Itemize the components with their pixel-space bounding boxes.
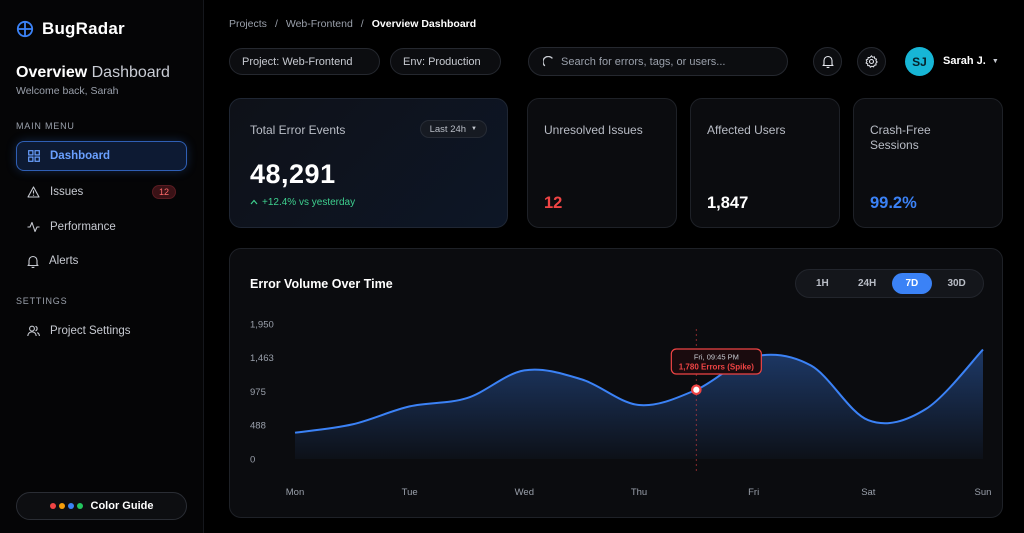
- range-button-30d[interactable]: 30D: [947, 278, 966, 289]
- sidebar-item-performance[interactable]: Performance: [16, 212, 187, 242]
- users-icon: [27, 325, 40, 337]
- annotation-label: 1,780 Errors (Spike): [679, 363, 754, 372]
- annotation-tooltip: [670, 348, 762, 375]
- annotation-time: Fri, 09:45 PM: [694, 353, 739, 362]
- greeting-title-bold: Overview: [16, 64, 88, 81]
- error-volume-panel: Error Volume Over Time 1H 24H 7D 30D 0 488 97…: [229, 248, 1003, 518]
- card-title: Total Error Events: [250, 123, 346, 137]
- bell-icon: [27, 255, 39, 268]
- search-spinner-icon: [543, 56, 553, 67]
- affected-users-card: Affected Users 1,847: [690, 98, 840, 228]
- breadcrumb-separator: /: [274, 18, 278, 30]
- series-area: [295, 349, 983, 459]
- color-guide-label: Color Guide: [90, 500, 154, 512]
- greeting: Overview Dashboard Welcome back, Sarah: [16, 64, 170, 97]
- x-tick-label: Fri: [748, 487, 759, 498]
- breadcrumb-current: Overview Dashboard: [371, 18, 477, 30]
- x-tick-label: Mon: [286, 487, 304, 498]
- y-tick-label: 0: [250, 455, 255, 466]
- x-tick-label: Sat: [861, 487, 876, 498]
- project-filter[interactable]: Project: Web-Frontend: [229, 48, 380, 75]
- color-dot: [76, 503, 83, 509]
- brand[interactable]: BugRadar: [16, 19, 125, 39]
- color-dot: [67, 503, 74, 509]
- breadcrumb: Projects / Web-Frontend / Overview Dashb…: [229, 18, 476, 30]
- total-errors-value: 48,291: [250, 159, 336, 189]
- sidebar-item-label: Alerts: [49, 255, 79, 267]
- breadcrumb-item[interactable]: Projects: [229, 18, 267, 30]
- range-button-1h[interactable]: 1H: [815, 278, 829, 289]
- sidebar-item-dashboard[interactable]: Dashboard: [16, 141, 187, 171]
- user-name: Sarah J.: [943, 55, 986, 67]
- delta-text: +12.4% vs yesterday: [262, 197, 356, 208]
- range-button-24h[interactable]: 24H: [857, 278, 877, 289]
- greeting-subtitle: Welcome back, Sarah: [16, 85, 119, 97]
- sidebar: BugRadar Overview Dashboard Welcome back…: [0, 0, 204, 533]
- x-tick-label: Tue: [402, 487, 418, 498]
- unresolved-issues-card: Unresolved Issues 12: [527, 98, 677, 228]
- color-dot: [58, 503, 65, 509]
- search-bar[interactable]: [528, 47, 788, 76]
- crosshair-logo-icon: [16, 20, 34, 38]
- y-tick-label: 1,463: [250, 353, 274, 364]
- total-errors-card: Total Error Events Last 24h ▼ 48,291 +12…: [229, 98, 508, 228]
- sidebar-item-project-settings[interactable]: Project Settings: [16, 316, 187, 346]
- avatar[interactable]: SJ: [905, 47, 934, 76]
- chevron-down-icon: ▼: [471, 126, 477, 132]
- affected-users-value: 1,847: [707, 194, 749, 212]
- grid-icon: [28, 150, 40, 162]
- greeting-title-light: Dashboard: [91, 64, 170, 81]
- crash-free-value: 99.2%: [870, 194, 917, 212]
- delta-indicator: +12.4% vs yesterday: [250, 197, 355, 208]
- chart-title: Error Volume Over Time: [250, 277, 393, 291]
- issues-count-badge: 12: [151, 185, 176, 199]
- x-tick-label: Thu: [631, 487, 647, 498]
- card-title-line: Sessions: [870, 138, 919, 152]
- gear-icon: [865, 55, 878, 68]
- y-tick-label: 488: [250, 421, 266, 432]
- settings-button[interactable]: [857, 47, 886, 76]
- y-tick-label: 975: [250, 387, 266, 398]
- trend-up-icon: [250, 199, 258, 205]
- breadcrumb-separator: /: [360, 18, 364, 30]
- warning-icon: [27, 186, 40, 198]
- sidebar-item-issues[interactable]: Issues 12: [16, 177, 187, 207]
- env-filter[interactable]: Env: Production: [390, 48, 501, 75]
- time-range-selector: 1H 24H 7D 30D: [795, 269, 984, 298]
- user-menu[interactable]: Sarah J. ▼: [943, 55, 999, 67]
- sidebar-item-label: Issues: [50, 186, 84, 198]
- brand-name: BugRadar: [42, 19, 125, 38]
- crash-free-sessions-card: Crash-Free Sessions 99.2%: [853, 98, 1003, 228]
- y-tick-label: 1,950: [250, 320, 274, 331]
- card-title: Affected Users: [707, 123, 786, 137]
- settings-label: SETTINGS: [16, 296, 68, 306]
- notifications-button[interactable]: [813, 47, 842, 76]
- annotation-point: [691, 384, 702, 396]
- card-title: Unresolved Issues: [544, 123, 643, 137]
- search-input[interactable]: [561, 55, 771, 68]
- x-tick-label: Sun: [975, 487, 992, 498]
- error-volume-chart: 0 488 975 1,463 1,950 Mon Tue Wed Thu Fri Sat Sun Fr…: [250, 320, 992, 499]
- greeting-title: Overview Dashboard: [16, 64, 170, 82]
- color-dots: [49, 503, 83, 509]
- pulse-icon: [27, 221, 40, 233]
- card-title: Crash-Free Sessions: [870, 123, 931, 153]
- sidebar-item-alerts[interactable]: Alerts: [16, 246, 187, 276]
- main-menu-label: MAIN MENU: [16, 121, 75, 131]
- card-title-line: Crash-Free: [870, 123, 931, 137]
- sidebar-item-label: Project Settings: [50, 325, 131, 337]
- range-dropdown[interactable]: Last 24h ▼: [419, 120, 487, 138]
- series-line: [294, 348, 984, 434]
- unresolved-issues-value: 12: [544, 194, 563, 212]
- color-guide-button[interactable]: Color Guide: [16, 492, 187, 520]
- range-button-7d[interactable]: 7D: [891, 273, 932, 294]
- range-dropdown-label: Last 24h: [429, 123, 467, 135]
- breadcrumb-item[interactable]: Web-Frontend: [285, 18, 353, 30]
- chevron-down-icon: ▼: [991, 57, 999, 65]
- bell-icon: [821, 55, 834, 68]
- color-dot: [49, 503, 56, 509]
- sidebar-item-label: Dashboard: [50, 150, 111, 162]
- x-tick-label: Wed: [515, 487, 534, 498]
- sidebar-item-label: Performance: [50, 221, 116, 233]
